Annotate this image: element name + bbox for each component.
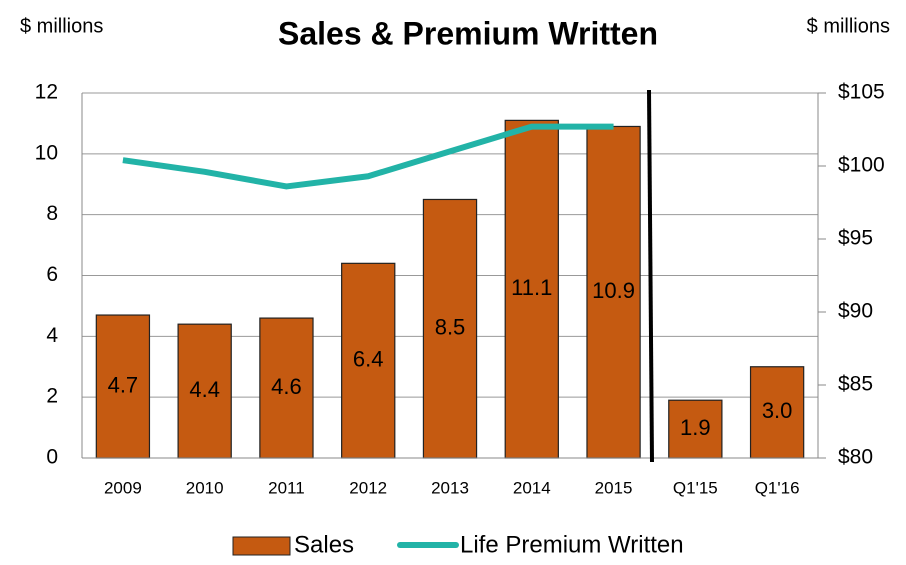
bar bbox=[749, 366, 805, 459]
value-label: 4.6 bbox=[271, 374, 302, 399]
y-tick-label: 2 bbox=[46, 385, 58, 408]
value-label: 4.4 bbox=[189, 377, 220, 402]
value-label: 6.4 bbox=[353, 346, 384, 371]
y2-tick-label: $85 bbox=[838, 373, 873, 396]
y-tick-label: 0 bbox=[46, 446, 58, 469]
chart-title: Sales & Premium Written bbox=[278, 15, 658, 51]
x-tick-label: 2010 bbox=[186, 478, 224, 497]
bar bbox=[177, 323, 232, 459]
x-tick-label: 2015 bbox=[595, 478, 633, 497]
legend-label: Sales bbox=[294, 531, 354, 558]
y-axis-label: $ millions bbox=[20, 15, 103, 37]
y-tick-label: 4 bbox=[46, 324, 58, 347]
bar bbox=[668, 399, 723, 459]
bar bbox=[422, 198, 478, 459]
y2-tick-label: $90 bbox=[838, 300, 873, 323]
y-tick-label: 8 bbox=[46, 202, 58, 225]
value-label: 3.0 bbox=[762, 398, 793, 423]
x-tick-label: 2013 bbox=[431, 478, 469, 497]
x-tick-label: Q1'15 bbox=[673, 478, 718, 497]
bars: 4.7 4.4 4.6 6.4 8.5 11.1 10.9 1.9 3.0 bbox=[95, 119, 805, 459]
y-tick-label: 10 bbox=[35, 141, 58, 164]
y2-tick-label: $105 bbox=[838, 81, 885, 104]
x-tick-label: 2009 bbox=[104, 478, 142, 497]
separator bbox=[647, 89, 654, 463]
x-tick-label: 2014 bbox=[513, 478, 551, 497]
y2-tick-label: $80 bbox=[838, 446, 873, 469]
value-label: 10.9 bbox=[592, 278, 635, 303]
x-tick-label: 2011 bbox=[268, 478, 305, 497]
bar bbox=[259, 317, 314, 459]
legend-swatch bbox=[232, 536, 291, 556]
value-label: 4.7 bbox=[108, 372, 139, 397]
y2-axis-label: $ millions bbox=[807, 15, 890, 37]
value-label: 8.5 bbox=[435, 315, 466, 340]
value-label: 1.9 bbox=[680, 415, 711, 440]
legend: Sales Life Premium Written bbox=[232, 531, 684, 558]
bar bbox=[504, 119, 559, 459]
y2-tick-label: $95 bbox=[838, 227, 873, 250]
y-tick-label: 12 bbox=[35, 81, 58, 104]
x-tick-label: Q1'16 bbox=[755, 478, 800, 497]
legend-label: Life Premium Written bbox=[460, 531, 684, 558]
y2-tick-label: $100 bbox=[838, 154, 885, 177]
value-label: 11.1 bbox=[511, 275, 552, 300]
line bbox=[122, 123, 614, 190]
bar bbox=[586, 125, 641, 459]
y-tick-label: 6 bbox=[46, 263, 58, 286]
bar bbox=[341, 262, 396, 459]
x-tick-label: 2012 bbox=[349, 478, 387, 497]
